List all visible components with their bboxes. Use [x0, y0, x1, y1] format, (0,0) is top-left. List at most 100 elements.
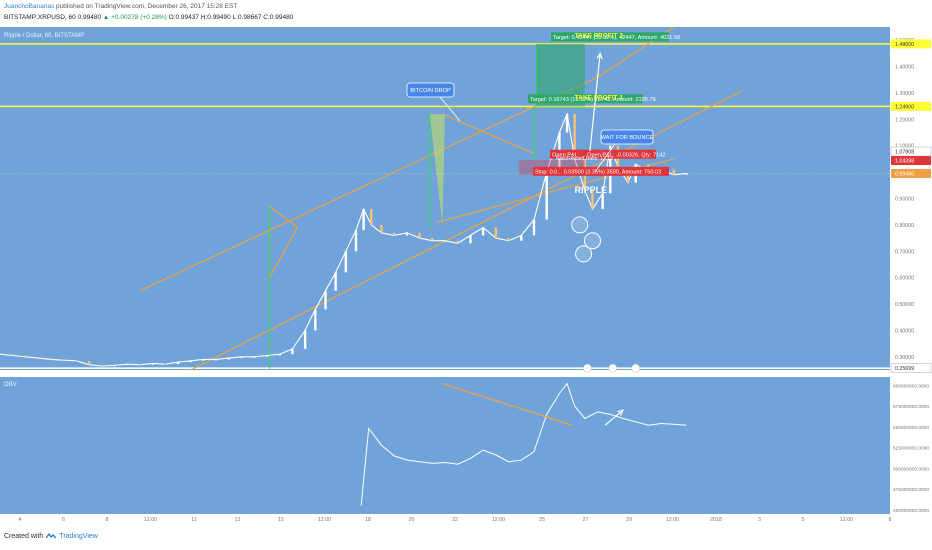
ripple-text: RIPPLE: [575, 185, 608, 195]
take-profit-2-text: TAKE PROFIT 2: [575, 33, 624, 40]
price-label-text: 1.48600: [895, 42, 914, 48]
price-label-tag: 0.99480: [891, 168, 931, 178]
price-candle: [344, 251, 348, 273]
price-candle: [481, 227, 485, 236]
price-candle: [138, 364, 142, 366]
price-pane[interactable]: Ripple / Dollar, 60, BITSTAMP Target: 0.4…: [0, 27, 890, 371]
ripple-logo-circle: [583, 232, 601, 250]
event-marker-icon[interactable]: [583, 363, 592, 373]
price-candle: [456, 240, 459, 244]
time-tick-label: 15: [278, 517, 284, 523]
obv-tick-label: 475000000.0000: [893, 487, 929, 493]
price-candle: [113, 365, 116, 367]
obv-pane[interactable]: OBV: [4, 382, 687, 506]
time-tick-label: 20: [409, 517, 415, 523]
ohlc-values: O:0.99437 H:0.99490 L:0.98667 C:0.99480: [168, 14, 294, 21]
price-candle: [100, 364, 103, 367]
created-with: Created with TradingView: [4, 533, 98, 540]
price-label-box: [891, 168, 931, 178]
chart-header: JuanchoBananas published on TradingView.…: [0, 0, 932, 27]
bitcoin-drop-callout-bubble: [406, 82, 455, 98]
price-tick-label: 1.20000: [895, 117, 914, 123]
price-candle: [370, 209, 373, 225]
price-candle: [380, 224, 383, 233]
price-candle: [278, 354, 281, 356]
price-label-text: 1.24900: [895, 104, 914, 110]
price-candle: [125, 364, 129, 366]
obv-arrow: [604, 409, 624, 426]
target-arrow: [589, 53, 601, 152]
price-tick-label: 0.30000: [895, 355, 914, 361]
time-tick-label: 12:00: [666, 517, 679, 523]
open-pl-label-box: [550, 149, 656, 159]
price-label-tag: 1.24900: [891, 101, 931, 111]
obv-tick-label: 450000000.0000: [893, 508, 929, 514]
time-tick-label: 2018: [710, 517, 722, 523]
time-tick-label: 11: [191, 517, 197, 523]
price-tick-label: 0.40000: [895, 328, 914, 334]
time-tick-label: 18: [365, 517, 371, 523]
target-1-label-text: Target: 0.16743 (15.52%) 16743, Amount: …: [530, 97, 656, 103]
price-candle: [164, 363, 167, 365]
price-label-text: 0.99480: [895, 171, 914, 177]
wedge-upper-line: [442, 113, 535, 155]
time-tick-label: 6: [62, 517, 65, 523]
author-line: JuanchoBananas published on TradingView.…: [4, 3, 237, 10]
price-candle: [36, 356, 40, 359]
price-candle: [532, 219, 536, 236]
price-candle: [189, 360, 192, 363]
price-candle: [601, 193, 604, 210]
price-candle: [362, 209, 365, 231]
axes: 1.500001.400001.300001.200001.100000.900…: [19, 38, 932, 523]
price-candle: [418, 232, 421, 239]
wait-for-bounce-callout: WAIT FOR BOUNCE: [600, 129, 654, 145]
price-candle: [303, 330, 307, 349]
price-line[interactable]: [0, 112, 687, 367]
stop-label: Stop: 0.0... 0.03500 (3.25%) 3500, Amoun…: [533, 166, 669, 176]
risk-reward-label: Risk/Reward Ratio: 12.13: [556, 156, 613, 162]
price-candle: [354, 230, 358, 252]
time-tick-label: 4: [19, 517, 22, 523]
price-tick-label: 0.80000: [895, 223, 914, 229]
price-candle: [49, 358, 53, 360]
obv-tick-label: 550000000.0000: [893, 425, 929, 431]
target-1-label: Target: 0.16743 (15.52%) 16743, Amount: …: [528, 94, 656, 104]
tradingview-brand[interactable]: TradingView: [59, 533, 98, 540]
time-tick-label: 13: [235, 517, 241, 523]
pane-separator: [0, 370, 932, 377]
price-candle: [253, 356, 256, 358]
price-label-tag: 1.04398: [891, 156, 931, 166]
price-candle: [545, 172, 548, 220]
obv-tick-label: 525000000.0000: [893, 446, 929, 452]
chart-area[interactable]: Ripple / Dollar, 60, BITSTAMP Target: 0.4…: [0, 27, 932, 523]
price-tick-label: 1.30000: [895, 91, 914, 97]
price-candle: [24, 355, 27, 357]
stop-label-box: [533, 166, 669, 176]
time-tick-label: 8: [889, 517, 892, 523]
event-marker-icon[interactable]: [608, 363, 618, 373]
published-text: published on TradingView.com, December 2…: [54, 3, 238, 10]
drop-highlight: [429, 114, 445, 225]
price-candle: [176, 362, 180, 365]
price-label-box: [890, 363, 932, 373]
annotations: BITCOIN DROP WAIT FOR BOUNCE TAKE PROFIT 2…: [406, 33, 654, 426]
author-link[interactable]: JuanchoBananas: [4, 3, 55, 10]
time-tick-label: 12:00: [840, 517, 853, 523]
price-candle: [75, 360, 78, 362]
price-candle: [672, 169, 676, 175]
event-marker-icon[interactable]: [631, 363, 641, 373]
price-tick-label: 1.10000: [895, 144, 914, 150]
ripple-logo-circle: [575, 245, 593, 263]
target-2-label-box: [551, 32, 669, 42]
obv-tick-label: 575000000.0000: [893, 404, 929, 410]
price-candle: [565, 114, 569, 133]
price-label-tag: 1.07808: [890, 146, 932, 157]
wait-for-bounce-callout-bubble: [600, 129, 654, 145]
price-tick-label: 1.40000: [895, 65, 914, 71]
obv-line[interactable]: [360, 382, 687, 506]
price-label-tag: 0.25699: [890, 363, 932, 373]
price-candle: [151, 363, 154, 365]
obv-arrow-head: [617, 409, 625, 416]
target-2-label: Target: 0.42447 (39.32%), 42447, Amount:…: [551, 32, 680, 42]
symbol-label: BITSTAMP:XRPUSD, 60: [4, 14, 76, 21]
